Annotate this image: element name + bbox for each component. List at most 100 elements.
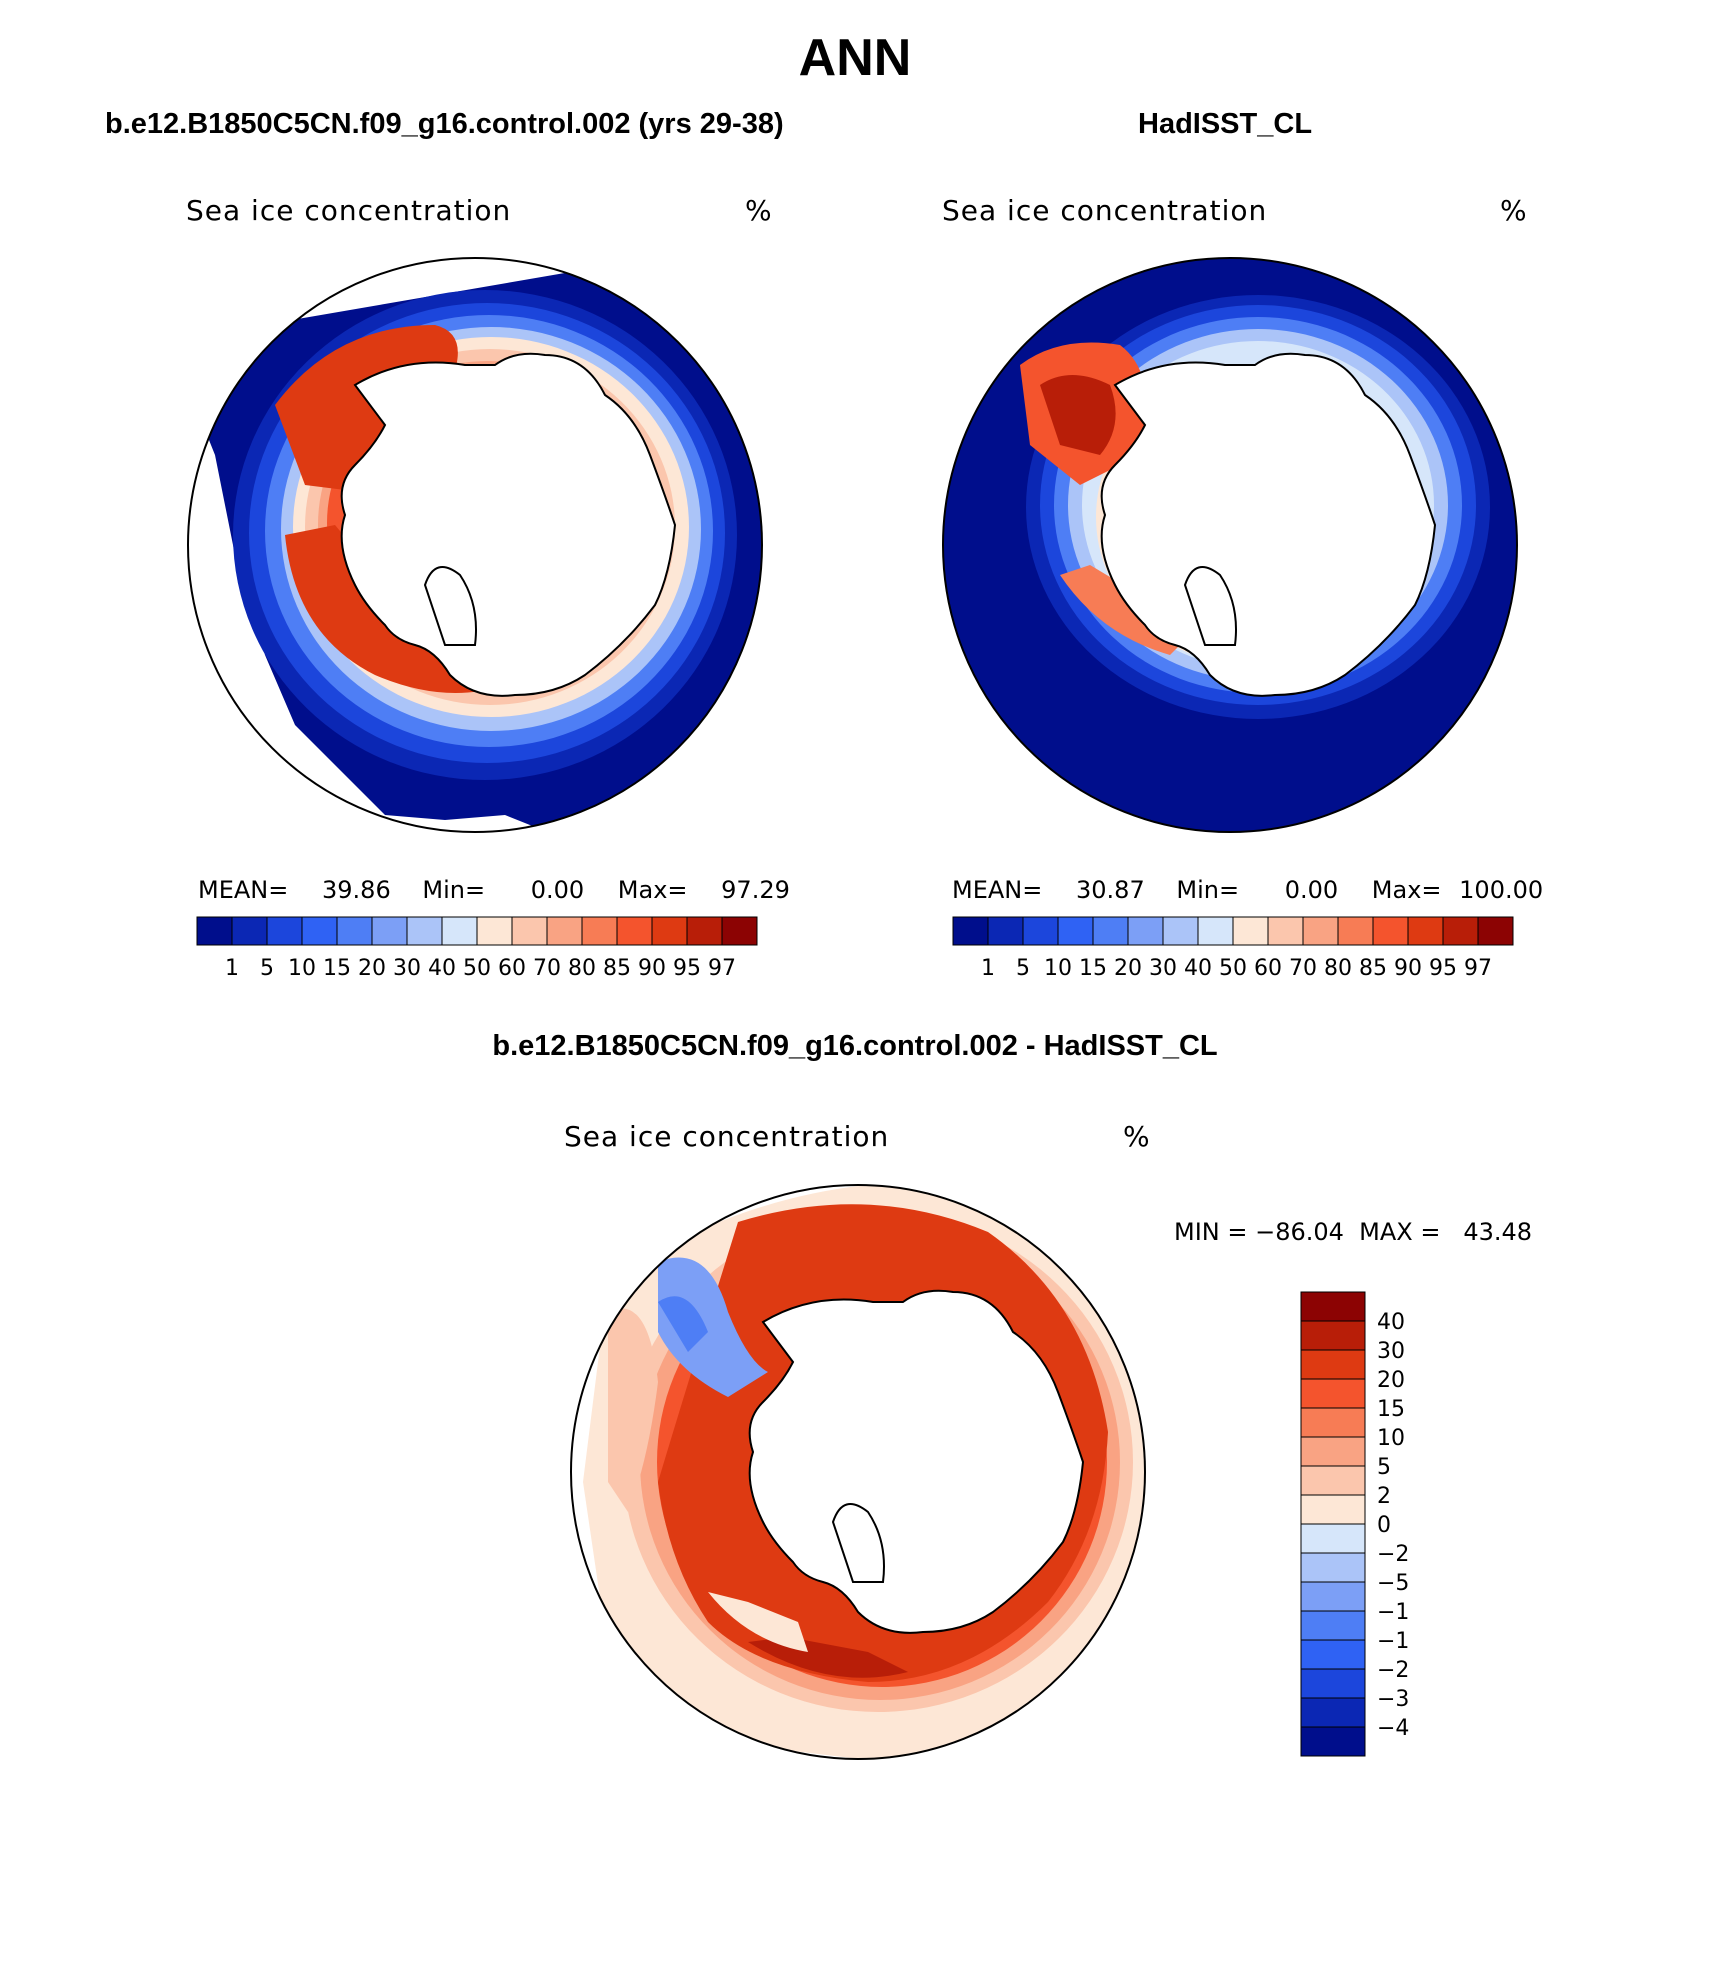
colorbar-tick-label: 5 <box>260 956 274 981</box>
colorbar-tick-label: 30 <box>1377 1339 1405 1364</box>
colorbar-tick-label: 5 <box>1016 956 1030 981</box>
colorbar-swatch <box>616 916 653 946</box>
colorbar-tick-label: 30 <box>393 956 421 981</box>
diff-panel-minmax: MIN = −86.04 MAX = 43.48 <box>1174 1218 1533 1246</box>
colorbar-swatch <box>1022 916 1059 946</box>
colorbar-tick-label: −40 <box>1377 1716 1410 1741</box>
panel-1-min-label: Min= <box>422 876 486 904</box>
colorbar-tick-label: 5 <box>1377 1455 1391 1480</box>
colorbar-swatch <box>1092 916 1129 946</box>
colorbar-swatch <box>406 916 443 946</box>
panel-2-max-value: 100.00 <box>1459 876 1544 904</box>
colorbar-swatch <box>1300 1465 1366 1496</box>
colorbar-swatch <box>721 916 758 946</box>
colorbar-swatch <box>336 916 373 946</box>
colorbar-tick-label: 70 <box>1289 956 1317 981</box>
panel-1-ice-field <box>188 258 762 832</box>
colorbar-tick-label: 40 <box>1184 956 1212 981</box>
diff-panel-title: b.e12.B1850C5CN.f09_g16.control.002 - Ha… <box>492 1030 1218 1062</box>
colorbar-tick-label: 80 <box>568 956 596 981</box>
colorbar-swatch <box>371 916 408 946</box>
colorbar-tick-label: 10 <box>1044 956 1072 981</box>
diff-panel-units-label: % <box>1123 1120 1150 1153</box>
panel-1-variable-label: Sea ice concentration <box>186 194 512 227</box>
colorbar-tick-label: 2 <box>1377 1484 1391 1509</box>
diff-panel-variable-label: Sea ice concentration <box>564 1120 890 1153</box>
colorbar-swatch <box>1162 916 1199 946</box>
colorbar-swatch <box>1477 916 1514 946</box>
colorbar-swatch <box>1300 1697 1366 1728</box>
panel-2-title: HadISST_CL <box>1138 108 1313 140</box>
panel-1-max-label: Max= <box>617 876 688 904</box>
colorbar-tick-label: 50 <box>463 956 491 981</box>
panel-2-variable-label: Sea ice concentration <box>942 194 1268 227</box>
panel-1-title: b.e12.B1850C5CN.f09_g16.control.002 (yrs… <box>105 108 784 140</box>
colorbar-swatch <box>1300 1320 1366 1351</box>
panel-2-min-value: 0.00 <box>1284 876 1339 904</box>
colorbar-tick-label: 10 <box>288 956 316 981</box>
colorbar-swatch <box>952 916 989 946</box>
colorbar-tick-label: 85 <box>1359 956 1387 981</box>
colorbar-swatch <box>686 916 723 946</box>
diff-panel-polar-map <box>570 1184 1146 1760</box>
panel-2-polar-map <box>942 257 1518 833</box>
colorbar-swatch <box>1407 916 1444 946</box>
colorbar-tick-label: 50 <box>1219 956 1247 981</box>
panel-2-stats: MEAN= 30.87 Min= 0.00 Max= 100.00 <box>952 876 1543 904</box>
colorbar-swatch <box>1232 916 1269 946</box>
colorbar-swatch <box>266 916 303 946</box>
panel-2-mean-label: MEAN= <box>952 876 1043 904</box>
colorbar-swatch <box>1300 1668 1366 1699</box>
colorbar-swatch <box>1300 1291 1366 1322</box>
colorbar-swatch <box>651 916 688 946</box>
colorbar-swatch <box>476 916 513 946</box>
colorbar-tick-label: −10 <box>1377 1600 1410 1625</box>
colorbar-tick-label: 97 <box>708 956 736 981</box>
colorbar-tick-label: 85 <box>603 956 631 981</box>
colorbar-tick-label: −5 <box>1377 1571 1409 1596</box>
panel-2-units-label: % <box>1500 194 1527 227</box>
colorbar-tick-label: 15 <box>323 956 351 981</box>
colorbar-swatch <box>441 916 478 946</box>
colorbar-tick-label: 0 <box>1377 1513 1391 1538</box>
colorbar-swatch <box>987 916 1024 946</box>
colorbar-swatch <box>1197 916 1234 946</box>
panel-2-max-label: Max= <box>1371 876 1442 904</box>
colorbar-swatch <box>1300 1523 1366 1554</box>
colorbar-swatch <box>1300 1494 1366 1525</box>
colorbar-tick-label: −2 <box>1377 1542 1409 1567</box>
panel-2-mean-value: 30.87 <box>1076 876 1145 904</box>
colorbar-swatch <box>1267 916 1304 946</box>
panel-1-mean-label: MEAN= <box>198 876 289 904</box>
colorbar-tick-label: 20 <box>358 956 386 981</box>
panel-2-ice-field <box>943 258 1517 832</box>
colorbar-swatch <box>1300 1610 1366 1641</box>
colorbar-tick-label: 1 <box>225 956 239 981</box>
colorbar-tick-label: 70 <box>533 956 561 981</box>
colorbar-swatch <box>1337 916 1374 946</box>
colorbar-tick-label: 95 <box>673 956 701 981</box>
panel-1-colorbar: 1 5 10 15 20 30 40 50 60 70 80 85 90 95 97 <box>196 916 758 981</box>
colorbar-tick-label: 20 <box>1377 1368 1405 1393</box>
colorbar-tick-label: 80 <box>1324 956 1352 981</box>
colorbar-swatch <box>1300 1581 1366 1612</box>
colorbar-swatch <box>1300 1349 1366 1380</box>
colorbar-tick-label: 15 <box>1079 956 1107 981</box>
colorbar-swatch <box>1127 916 1164 946</box>
diff-panel-field <box>571 1185 1145 1759</box>
colorbar-swatch <box>1300 1407 1366 1438</box>
colorbar-swatch <box>1057 916 1094 946</box>
colorbar-tick-label: 60 <box>1254 956 1282 981</box>
colorbar-tick-label: 40 <box>1377 1310 1405 1335</box>
colorbar-swatch <box>1372 916 1409 946</box>
colorbar-swatch <box>1300 1552 1366 1583</box>
colorbar-tick-label: 30 <box>1149 956 1177 981</box>
panel-2-colorbar: 1 5 10 15 20 30 40 50 60 70 80 85 90 95 97 <box>952 916 1514 981</box>
colorbar-swatch <box>1300 1436 1366 1467</box>
panel-1-units-label: % <box>745 194 772 227</box>
colorbar-tick-label: −30 <box>1377 1687 1410 1712</box>
colorbar-swatch <box>1442 916 1479 946</box>
colorbar-tick-label: 15 <box>1377 1397 1405 1422</box>
colorbar-tick-label: 90 <box>638 956 666 981</box>
